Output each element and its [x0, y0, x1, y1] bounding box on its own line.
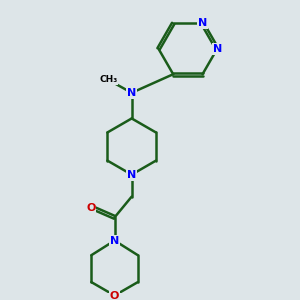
Text: N: N — [198, 19, 207, 28]
Text: O: O — [110, 290, 119, 300]
Text: N: N — [110, 236, 119, 246]
Text: N: N — [127, 88, 136, 98]
Text: O: O — [86, 202, 96, 213]
Text: N: N — [212, 44, 222, 54]
Text: CH₃: CH₃ — [99, 75, 118, 84]
Text: N: N — [127, 169, 136, 180]
